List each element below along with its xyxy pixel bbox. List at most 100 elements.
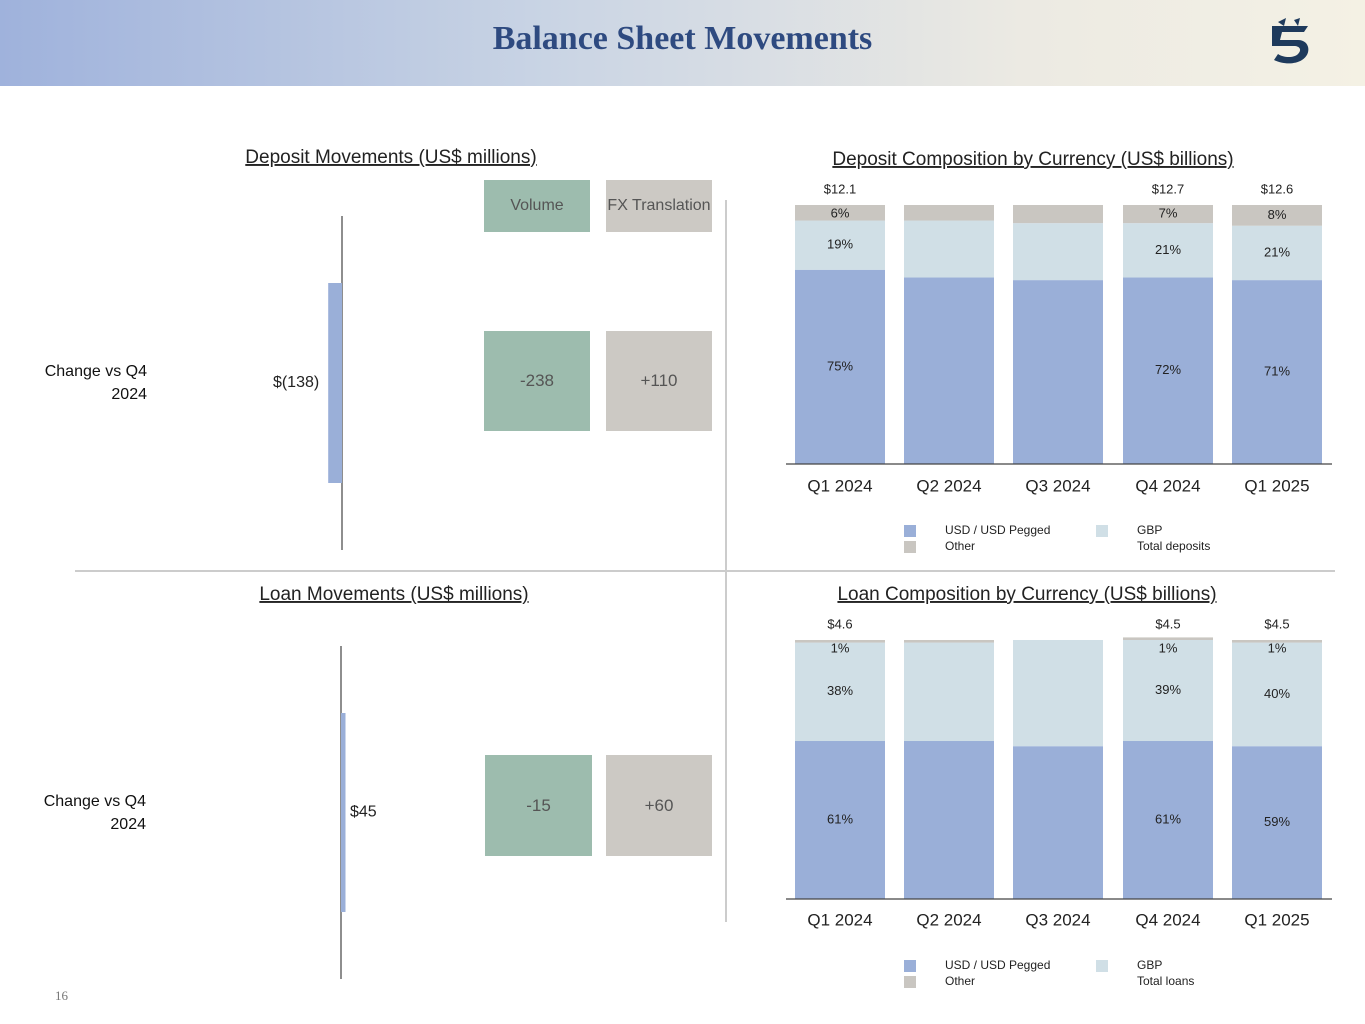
bar-segment	[1232, 640, 1322, 643]
total-label: $12.6	[1261, 181, 1294, 196]
segment-label: 61%	[827, 811, 853, 826]
bar-segment	[904, 205, 994, 221]
legend-swatch	[904, 960, 916, 972]
component-header: Volume	[484, 180, 590, 232]
segment-label: 1%	[831, 640, 850, 655]
bar-segment	[1123, 741, 1213, 899]
component-label: -15	[526, 795, 551, 815]
segment-label: 1%	[1268, 640, 1287, 655]
value-label: $(138)	[273, 374, 319, 391]
value-label: $45	[350, 804, 377, 821]
chart-title: Deposit Movements (US$ millions)	[245, 147, 536, 168]
bar-segment	[1123, 205, 1213, 224]
total-label: $12.1	[824, 181, 857, 196]
x-tick-label: Q2 2024	[916, 476, 981, 495]
x-tick-label: Q1 2025	[1244, 910, 1309, 929]
legend-label: Total loans	[1137, 974, 1194, 988]
logo	[1272, 18, 1309, 64]
segment-label: 1%	[1159, 640, 1178, 655]
component-label: +110	[640, 371, 678, 390]
component-box: -238	[484, 331, 590, 431]
bar-segment	[904, 642, 994, 742]
bar-segment	[1123, 637, 1213, 640]
legend-swatch	[1096, 960, 1108, 972]
bar-segment	[795, 205, 885, 221]
segment-label: 6%	[831, 205, 850, 220]
segment-label: 19%	[827, 237, 853, 252]
chart-title: Deposit Composition by Currency (US$ bil…	[832, 149, 1233, 170]
bar-segment	[1232, 642, 1322, 747]
bar-segment	[1123, 277, 1213, 464]
bar-segment	[1013, 746, 1103, 899]
bar-segment	[904, 220, 994, 278]
legend-label: Other	[945, 539, 975, 553]
bar-segment	[795, 642, 885, 742]
bar-segment	[1232, 746, 1322, 899]
x-tick-label: Q3 2024	[1025, 476, 1090, 495]
x-tick-label: Q3 2024	[1025, 910, 1090, 929]
bar-segment	[1013, 205, 1103, 224]
legend-swatch	[904, 976, 916, 988]
x-tick-label: Q2 2024	[916, 910, 981, 929]
legend-label: USD / USD Pegged	[945, 523, 1050, 537]
segment-label: 71%	[1264, 363, 1290, 378]
segment-label: 38%	[827, 683, 853, 698]
component-box: +60	[606, 755, 712, 856]
segment-label: 40%	[1264, 686, 1290, 701]
segment-label: 21%	[1155, 242, 1181, 257]
bar-segment	[1232, 280, 1322, 464]
bar	[341, 713, 346, 912]
bar	[328, 283, 342, 483]
bar-segment	[1013, 640, 1103, 747]
slide-title: Balance Sheet Movements	[492, 20, 873, 57]
bar-segment	[904, 277, 994, 464]
bar-segment	[1123, 223, 1213, 278]
bar-segment	[795, 741, 885, 899]
legend-label: USD / USD Pegged	[945, 958, 1050, 972]
total-label: $4.5	[1264, 616, 1289, 631]
legend-label: Total deposits	[1137, 539, 1210, 553]
x-tick-label: Q4 2024	[1135, 910, 1200, 929]
x-tick-label: Q1 2024	[807, 910, 872, 929]
bar-segment	[1013, 280, 1103, 464]
segment-label: 59%	[1264, 814, 1290, 829]
row-label: Change vs Q4 2024	[43, 792, 146, 833]
bar-segment	[1232, 225, 1322, 281]
legend-swatch	[1096, 525, 1108, 537]
bar-segment	[904, 741, 994, 899]
component-header: FX Translation	[606, 180, 712, 232]
segment-label: 21%	[1264, 244, 1290, 259]
segment-label: 8%	[1268, 207, 1287, 222]
chart-title: Loan Composition by Currency (US$ billio…	[837, 584, 1216, 605]
bar-segment	[795, 220, 885, 270]
legend-swatch	[904, 525, 916, 537]
total-label: $12.7	[1152, 181, 1185, 196]
x-tick-label: Q1 2024	[807, 476, 872, 495]
bar-segment	[1123, 640, 1213, 742]
chart-title: Loan Movements (US$ millions)	[259, 584, 528, 605]
segment-label: 39%	[1155, 682, 1181, 697]
legend-label: GBP	[1137, 958, 1162, 972]
legend-label: Other	[945, 974, 975, 988]
bar-segment	[795, 269, 885, 464]
component-box: +110	[606, 331, 712, 431]
segment-label: 72%	[1155, 362, 1181, 377]
bar-segment	[904, 640, 994, 643]
total-label: $4.6	[827, 616, 852, 631]
legend-swatch	[904, 541, 916, 553]
legend-label: GBP	[1137, 523, 1162, 537]
segment-label: 75%	[827, 358, 853, 373]
row-label: Change vs Q4 2024	[44, 363, 147, 403]
component-label: -238	[519, 371, 555, 390]
component-label: +60	[644, 795, 674, 815]
component-box: -15	[485, 755, 592, 856]
segment-label: 7%	[1159, 206, 1178, 221]
header-band	[0, 0, 1365, 86]
x-tick-label: Q4 2024	[1135, 476, 1200, 495]
segment-label: 61%	[1155, 811, 1181, 826]
page-number: 16	[55, 988, 68, 1003]
bar-segment	[1013, 223, 1103, 281]
bar-segment	[1232, 205, 1322, 226]
